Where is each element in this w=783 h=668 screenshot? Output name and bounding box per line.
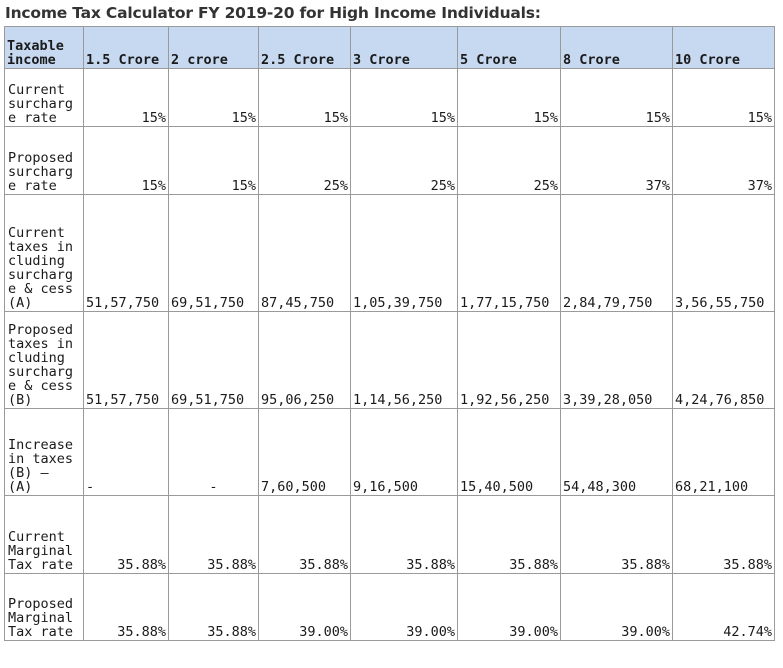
- column-header: 1.5 Crore: [83, 26, 169, 69]
- table-cell: 25%: [457, 126, 561, 195]
- table-row-current-marginal-tax-rate: Current Marginal Tax rate 35.88% 35.88% …: [4, 495, 775, 574]
- table-cell: 1,14,56,250: [350, 311, 458, 409]
- table-cell: 1,92,56,250: [457, 311, 561, 409]
- table-cell: 15%: [83, 126, 169, 195]
- table-cell: 69,51,750: [168, 311, 259, 409]
- table-cell: 15,40,500: [457, 408, 561, 496]
- table-cell: 15%: [168, 68, 259, 127]
- table-cell: 42.74%: [672, 573, 775, 641]
- table-cell: 15%: [258, 68, 351, 127]
- table-cell: 51,57,750: [83, 194, 169, 312]
- column-header: 5 Crore: [457, 26, 561, 69]
- row-label: Current surcharge rate: [4, 68, 84, 127]
- header-taxable-income: Taxable income: [4, 26, 84, 69]
- table-cell: 35.88%: [457, 495, 561, 574]
- table-cell: 37%: [560, 126, 673, 195]
- table-cell: 9,16,500: [350, 408, 458, 496]
- header-row: Taxable income 1.5 Crore 2 crore 2.5 Cro…: [4, 26, 775, 69]
- table-cell: 3,39,28,050: [560, 311, 673, 409]
- table-cell: 4,24,76,850: [672, 311, 775, 409]
- table-cell: 39.00%: [457, 573, 561, 641]
- table-row-current-taxes: Current taxes including surcharge & cess…: [4, 194, 775, 312]
- table-cell: 39.00%: [560, 573, 673, 641]
- table-cell: 35.88%: [83, 573, 169, 641]
- table-row-increase-in-taxes: Increase in taxes (B) – (A) - - 7,60,500…: [4, 408, 775, 496]
- table-cell: 15%: [168, 126, 259, 195]
- table-cell: 35.88%: [672, 495, 775, 574]
- table-cell: 15%: [457, 68, 561, 127]
- row-label: Proposed taxes including surcharge & ces…: [4, 311, 84, 409]
- table-cell: 37%: [672, 126, 775, 195]
- table-cell: -: [168, 408, 259, 496]
- income-tax-table: Taxable income 1.5 Crore 2 crore 2.5 Cro…: [4, 26, 775, 641]
- row-label: Increase in taxes (B) – (A): [4, 408, 84, 496]
- table-row-current-surcharge-rate: Current surcharge rate 15% 15% 15% 15% 1…: [4, 68, 775, 127]
- table-row-proposed-surcharge-rate: Proposed surcharge rate 15% 15% 25% 25% …: [4, 126, 775, 195]
- table-cell: 2,84,79,750: [560, 194, 673, 312]
- table-cell: 15%: [83, 68, 169, 127]
- table-cell: -: [83, 408, 169, 496]
- row-label: Current taxes including surcharge & cess…: [4, 194, 84, 312]
- column-header: 8 Crore: [560, 26, 673, 69]
- row-label: Proposed surcharge rate: [4, 126, 84, 195]
- table-row-proposed-taxes: Proposed taxes including surcharge & ces…: [4, 311, 775, 409]
- column-header: 10 Crore: [672, 26, 775, 69]
- column-header: 3 Crore: [350, 26, 458, 69]
- table-cell: 3,56,55,750: [672, 194, 775, 312]
- row-label: Current Marginal Tax rate: [4, 495, 84, 574]
- table-cell: 15%: [560, 68, 673, 127]
- table-cell: 15%: [350, 68, 458, 127]
- table-cell: 15%: [672, 68, 775, 127]
- table-cell: 54,48,300: [560, 408, 673, 496]
- column-header: 2 crore: [168, 26, 259, 69]
- table-cell: 7,60,500: [258, 408, 351, 496]
- table-cell: 1,77,15,750: [457, 194, 561, 312]
- table-cell: 69,51,750: [168, 194, 259, 312]
- table-cell: 35.88%: [83, 495, 169, 574]
- table-cell: 25%: [258, 126, 351, 195]
- table-cell: 87,45,750: [258, 194, 351, 312]
- table-cell: 1,05,39,750: [350, 194, 458, 312]
- row-label: Proposed Marginal Tax rate: [4, 573, 84, 641]
- table-cell: 35.88%: [168, 573, 259, 641]
- table-cell: 35.88%: [560, 495, 673, 574]
- table-cell: 25%: [350, 126, 458, 195]
- table-cell: 68,21,100: [672, 408, 775, 496]
- table-cell: 35.88%: [168, 495, 259, 574]
- table-cell: 39.00%: [258, 573, 351, 641]
- table-cell: 35.88%: [258, 495, 351, 574]
- table-row-proposed-marginal-tax-rate: Proposed Marginal Tax rate 35.88% 35.88%…: [4, 573, 775, 641]
- page-title: Income Tax Calculator FY 2019-20 for Hig…: [5, 4, 541, 22]
- table-cell: 39.00%: [350, 573, 458, 641]
- column-header: 2.5 Crore: [258, 26, 351, 69]
- table-cell: 95,06,250: [258, 311, 351, 409]
- table-cell: 51,57,750: [83, 311, 169, 409]
- table-cell: 35.88%: [350, 495, 458, 574]
